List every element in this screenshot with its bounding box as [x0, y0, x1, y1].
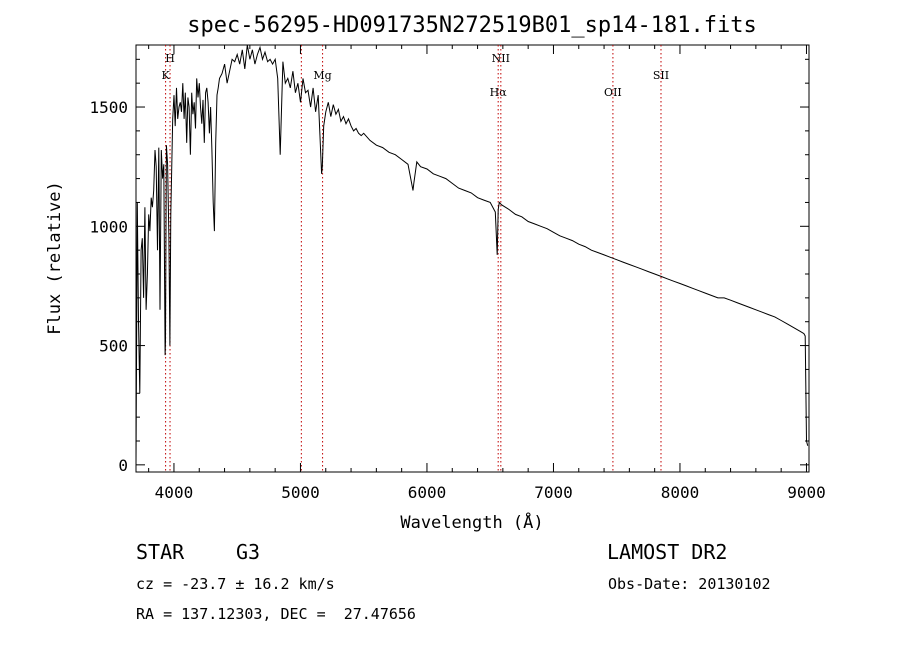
plot-frame [135, 44, 810, 473]
y-tick-label: 1000 [89, 217, 128, 236]
x-tick-label: 7000 [534, 483, 573, 502]
object-class: STAR [136, 540, 185, 564]
y-axis-label: Flux (relative) [45, 181, 65, 335]
x-tick-label: 6000 [408, 483, 447, 502]
marker-label: K [161, 69, 170, 82]
marker-label: Mg [313, 69, 331, 82]
survey-name: LAMOST DR2 [607, 540, 728, 564]
marker-label: OII [604, 86, 622, 99]
marker-label: H [165, 52, 175, 65]
chart-title: spec-56295-HD091735N272519B01_sp14-181.f… [187, 13, 757, 38]
y-tick-label: 0 [118, 456, 128, 475]
marker-label: Hα [490, 86, 508, 99]
y-tick-label: 500 [99, 337, 128, 356]
observation-date: Obs-Date: 20130102 [608, 575, 771, 593]
x-tick-label: 4000 [155, 483, 194, 502]
object-subclass: G3 [236, 540, 261, 564]
marker-label: SII [653, 69, 669, 82]
x-axis-label: Wavelength (Å) [400, 511, 543, 533]
axis-ticks: 4000 5000 6000 7000 8000 9000 0 500 1000 1500 [89, 45, 826, 502]
emission-line-markers: KH Mg Hα NII OII SII [161, 45, 669, 472]
spectrum-line [135, 44, 809, 465]
marker-label: NII [492, 52, 510, 65]
y-tick-label: 1500 [89, 98, 128, 117]
x-tick-label: 8000 [661, 483, 700, 502]
coordinates: RA = 137.12303, DEC = 27.47656 [136, 605, 416, 623]
x-tick-label: 5000 [281, 483, 320, 502]
x-tick-label: 9000 [787, 483, 826, 502]
redshift-velocity: cz = -23.7 ± 16.2 km/s [136, 575, 335, 593]
